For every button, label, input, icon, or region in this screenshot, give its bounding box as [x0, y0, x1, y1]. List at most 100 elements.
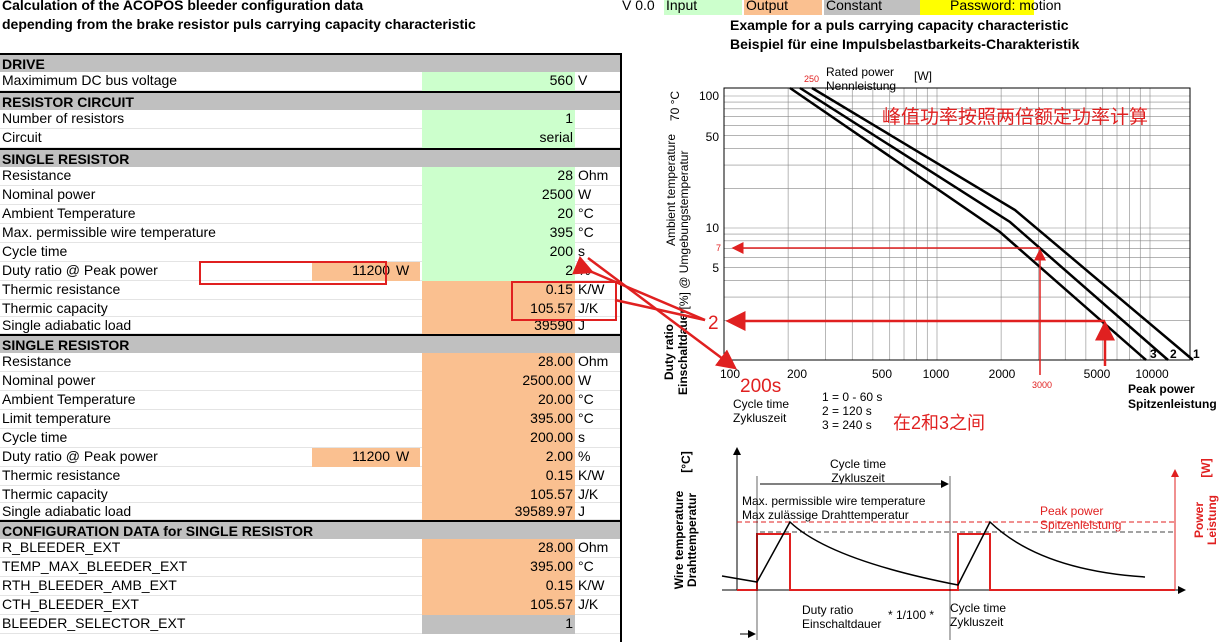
section-header: DRIVE [0, 53, 620, 72]
row-unit: Ohm [578, 167, 609, 183]
x-tick: 10000 [1135, 367, 1169, 381]
row-label: Cycle time [2, 429, 68, 445]
row-value: 39589.97 [514, 503, 573, 519]
row-value: 200.00 [530, 429, 573, 445]
y-label: 70 °C [668, 91, 682, 121]
peak-value: 11200 [352, 262, 390, 278]
value-cell-bg [422, 110, 575, 129]
y-tick: 5 [712, 261, 719, 275]
annotation: 200s [740, 376, 781, 397]
label: Wire temperature [672, 490, 686, 589]
row-label: Resistance [2, 167, 72, 183]
value-cell-bg [422, 205, 575, 224]
label: * 1/100 * [888, 608, 934, 622]
row-label: Duty ratio @ Peak power [2, 262, 158, 278]
row-bg [0, 110, 620, 129]
legend: 1 = 0 - 60 s [822, 390, 882, 404]
value-cell-bg [422, 448, 575, 467]
row-unit: J/K [578, 486, 599, 502]
label: Max. permissible wire temperature [742, 494, 926, 508]
value-cell-bg [422, 539, 575, 558]
legend-output: Output [744, 0, 822, 15]
value-cell-bg [422, 224, 575, 243]
row-value: 28.00 [537, 353, 573, 369]
row-bg [0, 372, 620, 391]
value-cell-bg [422, 167, 575, 186]
y-label: Einschaltdauer [676, 309, 690, 395]
row-value: 20.00 [537, 391, 573, 407]
row-unit: J [578, 503, 585, 519]
curve [789, 86, 1147, 361]
x-tick: 3000 [1032, 380, 1052, 390]
row-bg [0, 224, 620, 243]
row-label: Nominal power [2, 186, 96, 202]
row-bg [0, 317, 620, 334]
row-value: 2500 [541, 186, 573, 202]
row-label: Circuit [2, 129, 42, 145]
row-label: Thermic resistance [2, 281, 121, 297]
row-value: 2.00 [545, 448, 573, 464]
x-tick: 200 [787, 367, 807, 381]
row-value: 20 [557, 205, 573, 221]
legend: 2 = 120 s [822, 404, 872, 418]
row-unit: W [578, 372, 592, 388]
row-bg [0, 448, 620, 467]
value-cell-bg [422, 596, 575, 615]
row-value: 395.00 [530, 558, 573, 574]
label: Einschaltdauer [802, 617, 881, 631]
spreadsheet: Calculation of the ACOPOS bleeder config… [0, 0, 622, 642]
row-unit: K/W [578, 281, 605, 297]
row-bg [0, 129, 620, 148]
row-label: Single adiabatic load [2, 317, 132, 333]
row-unit: °C [578, 391, 594, 407]
y-label: Duty ratio [662, 324, 676, 380]
row-label: Ambient Temperature [2, 205, 136, 221]
row-value: 395 [549, 224, 573, 240]
row-unit: % [578, 448, 591, 464]
label: Cycle time [830, 457, 886, 471]
row-label: Single adiabatic load [2, 503, 132, 519]
value-cell-bg [422, 615, 575, 634]
row-label: Duty ratio @ Peak power [2, 448, 158, 464]
row-value: 200 [549, 243, 573, 259]
curve-label: 1 [1193, 347, 1200, 361]
label: Max zulässige Drahttemperatur [742, 508, 909, 522]
version: V 0.0 [622, 0, 655, 13]
value-cell-bg [422, 467, 575, 486]
value-cell-bg [422, 262, 575, 281]
label: [W] [1199, 458, 1213, 477]
row-bg [0, 167, 620, 186]
row-bg [0, 539, 620, 558]
label: Rated power [826, 65, 894, 79]
label: Zykluszeit [733, 411, 787, 425]
section-header: CONFIGURATION DATA for SINGLE RESISTOR [0, 520, 620, 539]
label: Nennleistung [826, 79, 896, 93]
row-unit: °C [578, 558, 594, 574]
peak-unit: W [396, 262, 410, 278]
row-bg [0, 503, 620, 520]
x-tick: 2000 [989, 367, 1016, 381]
row-label: Thermic capacity [2, 486, 108, 502]
peak-unit: W [396, 448, 410, 464]
row-bg [0, 410, 620, 429]
x-tick: 1000 [923, 367, 950, 381]
label: Cycle time [950, 601, 1006, 615]
curve [799, 86, 1169, 361]
value-cell-bg [422, 429, 575, 448]
row-value: 28 [557, 167, 573, 183]
curve-label: 2 [1170, 347, 1177, 361]
value-cell-bg [422, 503, 575, 520]
row-label: Maximimum DC bus voltage [2, 72, 178, 88]
value-cell-bg [422, 558, 575, 577]
sheet-title: Calculation of the ACOPOS bleeder config… [2, 0, 364, 13]
row-bg [0, 558, 620, 577]
row-bg [0, 429, 620, 448]
row-value: 1 [565, 110, 573, 126]
row-label: Max. permissible wire temperature [2, 224, 216, 240]
row-label: Thermic resistance [2, 467, 121, 483]
row-bg [0, 186, 620, 205]
value-cell-bg [422, 353, 575, 372]
annotation-arrow [614, 298, 706, 322]
row-bg [0, 615, 620, 634]
